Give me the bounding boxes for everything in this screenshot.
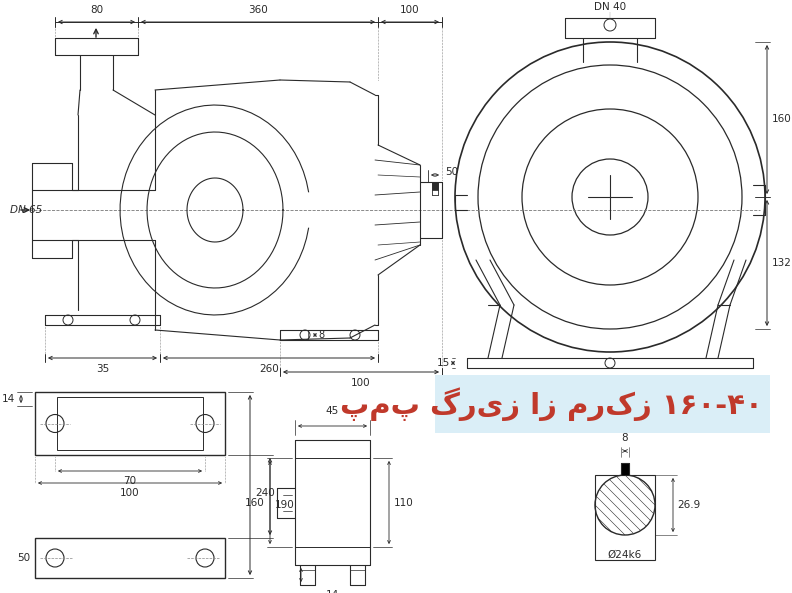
Text: 80: 80	[90, 5, 103, 15]
Circle shape	[350, 330, 360, 340]
Circle shape	[605, 358, 615, 368]
Bar	[621, 463, 629, 475]
Text: 45: 45	[326, 406, 339, 416]
Text: 50: 50	[445, 167, 458, 177]
Text: 100: 100	[351, 378, 371, 388]
Bar	[432, 182, 438, 190]
Bar	[595, 475, 655, 560]
Text: 110: 110	[394, 498, 413, 508]
Text: 8: 8	[622, 433, 628, 443]
Text: 8: 8	[318, 330, 324, 340]
Text: 160: 160	[772, 114, 792, 124]
Text: 190: 190	[275, 499, 295, 509]
Bar	[57, 397, 203, 450]
Text: 50: 50	[17, 553, 30, 563]
Text: 100: 100	[400, 5, 420, 15]
Text: 360: 360	[248, 5, 268, 15]
Circle shape	[300, 330, 310, 340]
Text: 100: 100	[120, 488, 140, 498]
Text: پمپ گریز از مرکز ۱۶۰-۴۰: پمپ گریز از مرکز ۱۶۰-۴۰	[341, 387, 763, 421]
Text: DN 40: DN 40	[594, 2, 626, 12]
Text: 15: 15	[436, 358, 450, 368]
Text: 26.9: 26.9	[677, 500, 700, 510]
Text: 35: 35	[96, 364, 109, 374]
Text: 240: 240	[255, 488, 275, 498]
Text: 14: 14	[326, 590, 339, 593]
Text: 260: 260	[259, 364, 279, 374]
Text: 70: 70	[124, 476, 136, 486]
Text: Ø24k6: Ø24k6	[608, 550, 642, 560]
Circle shape	[130, 315, 140, 325]
Text: 14: 14	[2, 394, 15, 404]
Text: 132: 132	[772, 258, 792, 268]
FancyBboxPatch shape	[435, 375, 770, 433]
Text: 160: 160	[246, 498, 265, 508]
Bar	[35, 392, 225, 455]
Circle shape	[604, 19, 616, 31]
Circle shape	[63, 315, 73, 325]
Bar	[35, 538, 225, 578]
Text: DN 65: DN 65	[10, 205, 42, 215]
